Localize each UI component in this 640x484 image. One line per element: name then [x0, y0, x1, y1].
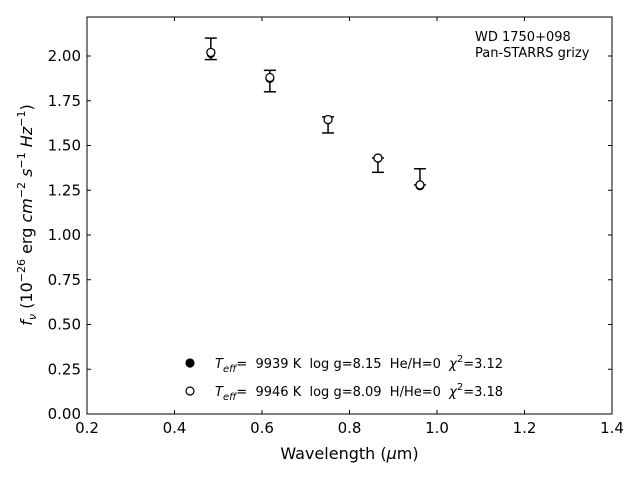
model-point	[265, 72, 275, 83]
legend-label: Teff= 9939 K log g=8.15 He/H=0 χ2=3.12	[215, 354, 503, 375]
legend: Teff= 9939 K log g=8.15 He/H=0 χ2=3.12 Te…	[185, 354, 503, 403]
model-point	[373, 153, 383, 163]
x-axis-label: Wavelength (μm)	[280, 444, 418, 463]
x-tick-label: 0.4	[163, 419, 187, 437]
x-tick-label: 0.2	[75, 419, 99, 437]
annotation-line-1: WD 1750+098	[475, 30, 571, 45]
legend-marker	[185, 358, 195, 368]
y-tick-label: 0.00	[48, 405, 81, 423]
x-tick-label: 1.0	[425, 419, 449, 437]
model-point	[206, 47, 216, 58]
x-tick-label: 0.8	[338, 419, 362, 437]
annotation-line-2: Pan-STARRS grizy	[475, 46, 590, 61]
y-tick-label: 0.75	[48, 271, 81, 289]
legend-marker	[185, 386, 195, 396]
plot-frame	[86, 16, 613, 415]
y-tick-label: 0.25	[48, 360, 81, 378]
model-point	[415, 180, 425, 190]
y-tick-label: 1.00	[48, 226, 81, 244]
x-tick-label: 0.6	[250, 419, 274, 437]
y-tick-label: 0.50	[48, 316, 81, 334]
y-tick-label: 1.25	[48, 181, 81, 199]
y-tick-label: 1.75	[48, 92, 81, 110]
model-point	[323, 114, 333, 125]
y-tick-label: 1.50	[48, 137, 81, 155]
y-axis-label: fν (10−26 erg cm−2 s−1 Hz−1)	[15, 104, 39, 325]
legend-label: Teff= 9946 K log g=8.09 H/He=0 χ2=3.18	[215, 382, 503, 403]
y-tick-label: 2.00	[48, 47, 81, 65]
x-tick-label: 1.4	[600, 419, 624, 437]
x-tick-label: 1.2	[513, 419, 537, 437]
